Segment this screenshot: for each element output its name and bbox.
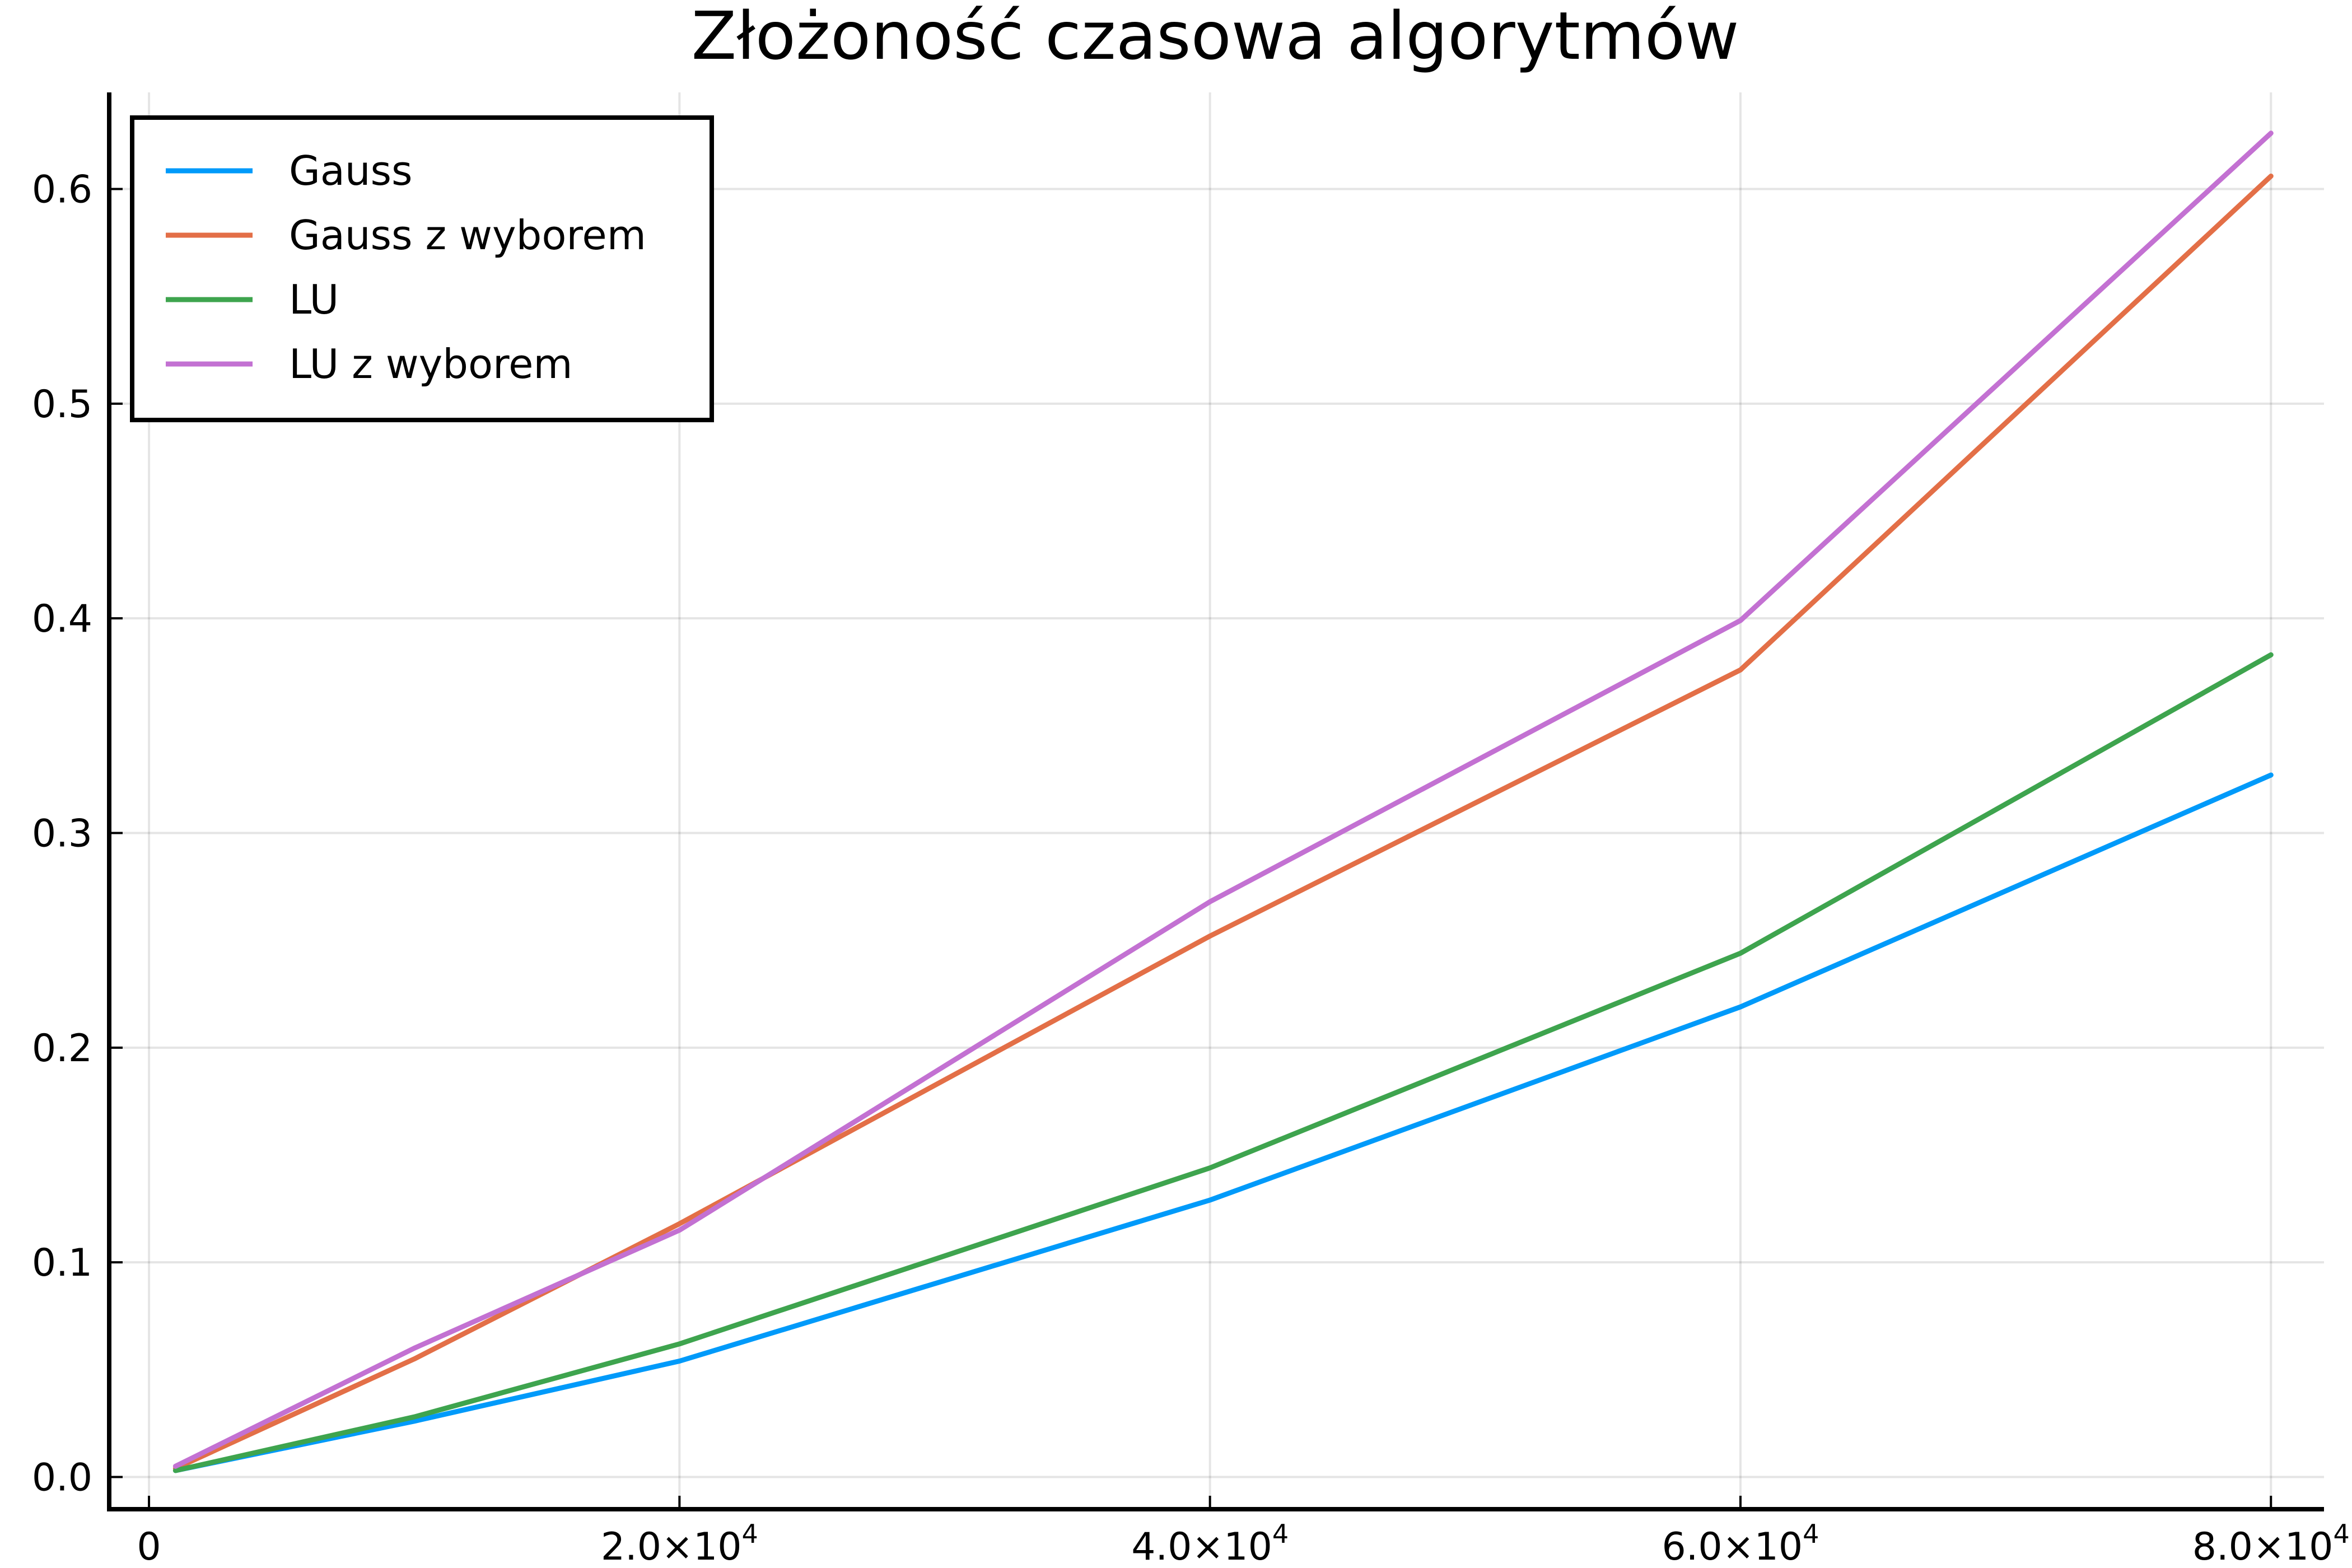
y-tick-label: 0.5	[32, 382, 92, 427]
y-tick-label: 0.0	[32, 1456, 92, 1500]
legend-label-4: LU z wyborem	[289, 340, 573, 388]
series-line-4	[172, 130, 2274, 1469]
x-tick-label: 8.0×104	[2192, 1519, 2350, 1568]
legend-label-3: LU	[289, 276, 339, 323]
chart-title: Złożoność czasowa algorytmów	[691, 0, 1739, 74]
y-tick-label: 0.1	[32, 1241, 92, 1285]
y-tick-label: 0.2	[32, 1026, 92, 1071]
x-tick-label: 0	[137, 1525, 161, 1568]
axes: 0 2.0×104 4.0×104 6.0×104 8.0×104 0.0 0.1 0.2 0.…	[32, 92, 2350, 1568]
legend: Gauss Gauss z wyborem LU LU z wyborem	[130, 115, 714, 422]
legend-label-2: Gauss z wyborem	[289, 212, 646, 259]
y-tick-label: 0.4	[32, 597, 92, 641]
series-line-1	[172, 772, 2274, 1473]
x-tick-label: 6.0×104	[1662, 1519, 1819, 1568]
series-layer	[172, 130, 2274, 1473]
x-tick-label: 4.0×104	[1131, 1519, 1289, 1568]
y-tick-label: 0.6	[32, 168, 92, 212]
legend-label-1: Gauss	[289, 147, 413, 194]
series-line-3	[172, 652, 2274, 1473]
series-line-2	[172, 174, 2274, 1471]
x-tick-label: 2.0×104	[601, 1519, 758, 1568]
y-tick-label: 0.3	[32, 812, 92, 856]
legend-box	[130, 115, 714, 422]
